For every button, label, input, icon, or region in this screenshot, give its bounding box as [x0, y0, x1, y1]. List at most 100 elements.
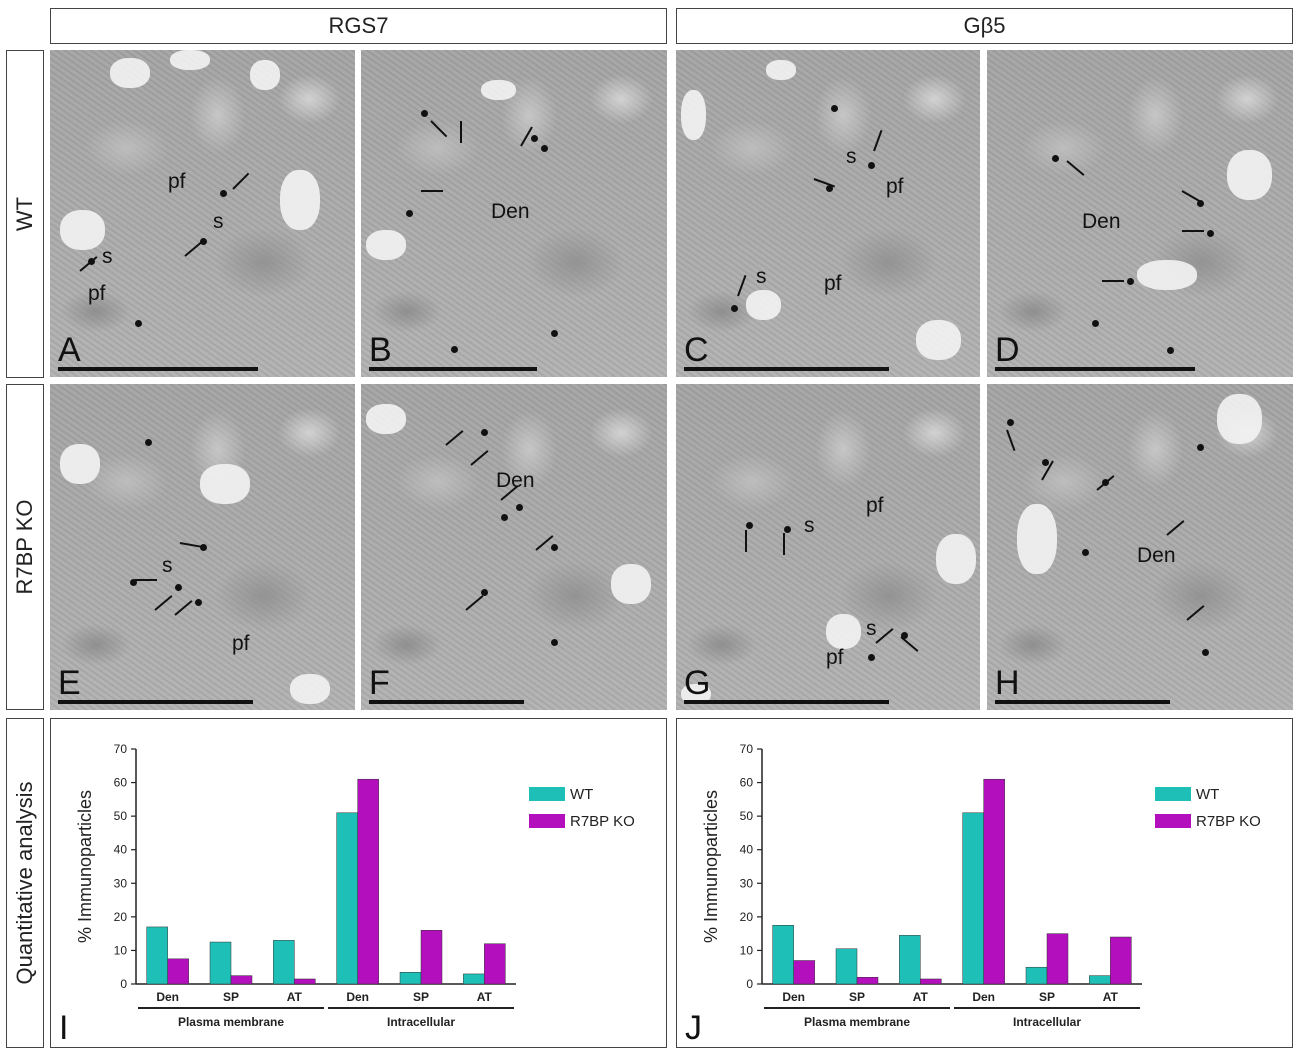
row-label-wt: WT	[6, 50, 44, 378]
scale-bar	[995, 367, 1195, 371]
panel-letter: A	[58, 331, 81, 369]
x-tick-label: SP	[1039, 990, 1055, 1004]
immunogold-particle	[220, 190, 227, 197]
micrograph-vesicle	[746, 290, 781, 320]
immunogold-particle	[501, 514, 508, 521]
y-axis-label: % Immunoparticles	[75, 790, 95, 943]
bar	[273, 940, 295, 985]
x-tick-label: Den	[156, 990, 179, 1004]
micrograph-vesicle	[200, 464, 250, 504]
y-tick-label: 40	[114, 843, 128, 857]
scale-bar	[684, 367, 889, 371]
x-tick-label: Den	[972, 990, 995, 1004]
immunogold-particle	[1052, 155, 1059, 162]
immunogold-particle	[831, 105, 838, 112]
structure-label: s	[804, 514, 815, 537]
immunogold-particle	[1007, 419, 1014, 426]
structure-label: s	[846, 145, 857, 168]
micrograph-vesicle	[366, 404, 406, 434]
y-tick-label: 70	[114, 742, 128, 756]
scale-bar	[58, 700, 253, 704]
micrograph-panel-h: Den H	[987, 384, 1293, 710]
immunogold-particle	[551, 330, 558, 337]
bar	[336, 812, 358, 985]
immunogold-particle	[551, 639, 558, 646]
y-tick-label: 0	[120, 977, 127, 991]
structure-label: s	[756, 265, 767, 288]
bar-chart-j: 0 10 20 30 40 50 60 70 % Immunoparticles Den SP AT D…	[701, 742, 1261, 1029]
immunogold-particle	[200, 238, 207, 245]
micrograph-vesicle	[366, 230, 406, 260]
immunogold-particle	[826, 185, 833, 192]
x-tick-label: AT	[913, 990, 929, 1004]
y-tick-label: 20	[740, 910, 754, 924]
immunogold-particle	[406, 210, 413, 217]
bar	[983, 778, 1005, 985]
y-tick-label: 0	[746, 977, 753, 991]
immunogold-particle	[746, 522, 753, 529]
panel-letter: E	[58, 664, 81, 702]
micrograph-vesicle	[60, 444, 100, 484]
structure-label: s	[162, 554, 173, 577]
structure-label: pf	[826, 646, 844, 669]
micrograph-vesicle	[1217, 394, 1262, 444]
immunogold-particle	[421, 110, 428, 117]
immunogold-particle	[516, 504, 523, 511]
panel-letter-i: I	[59, 1009, 69, 1047]
structure-label: Den	[1082, 210, 1121, 233]
group-label: Plasma membrane	[804, 1015, 910, 1029]
immunogold-particle	[541, 145, 548, 152]
micrograph-panel-a: pf s s pf A	[50, 50, 355, 377]
bar	[1110, 936, 1132, 985]
structure-label: s	[213, 210, 224, 233]
arrow-icon	[783, 533, 785, 555]
y-tick-label: 10	[740, 943, 754, 957]
immunogold-particle	[1127, 278, 1134, 285]
immunogold-particle	[481, 429, 488, 436]
x-tick-label: Den	[782, 990, 805, 1004]
immunogold-particle	[1092, 320, 1099, 327]
immunogold-particle	[451, 346, 458, 353]
arrow-icon	[1182, 230, 1204, 232]
chart-panel-i: 0 10 20 30 40 50 60 70 % Immunoparticles Den SP AT D…	[50, 718, 667, 1048]
y-tick-label: 70	[740, 742, 754, 756]
immunogold-particle	[145, 439, 152, 446]
structure-label: pf	[168, 170, 186, 193]
immunogold-particle	[1197, 444, 1204, 451]
group-label: Intracellular	[387, 1015, 455, 1029]
arrow-icon	[421, 190, 443, 192]
bar	[294, 978, 316, 985]
structure-label: pf	[824, 272, 842, 295]
scale-bar	[684, 700, 889, 704]
micrograph-panel-c: s pf s pf C	[676, 50, 980, 377]
micrograph-vesicle	[110, 58, 150, 88]
micrograph-vesicle	[826, 614, 861, 649]
micrograph-vesicle	[60, 210, 105, 250]
immunogold-particle	[531, 135, 538, 142]
micrograph-panel-e: s pf E	[50, 384, 355, 710]
y-tick-label: 40	[740, 843, 754, 857]
immunogold-particle	[868, 654, 875, 661]
bar	[835, 948, 858, 985]
arrow-icon	[460, 121, 462, 143]
structure-label: pf	[886, 175, 904, 198]
micrograph-vesicle	[170, 50, 210, 70]
structure-label: Den	[496, 469, 535, 492]
arrow-icon	[1102, 280, 1124, 282]
panel-letter: B	[369, 331, 392, 369]
micrograph-vesicle	[766, 60, 796, 80]
bar	[920, 978, 942, 985]
legend-label: WT	[1196, 786, 1219, 803]
structure-label: pf	[88, 282, 106, 305]
scale-bar	[58, 367, 258, 371]
x-tick-label: Den	[346, 990, 369, 1004]
panel-letter: G	[684, 664, 711, 702]
immunogold-particle	[195, 599, 202, 606]
row-label-r7bp-ko: R7BP KO	[6, 384, 44, 710]
group-label: Plasma membrane	[178, 1015, 284, 1029]
legend-label: R7BP KO	[570, 813, 635, 830]
immunogold-particle	[175, 584, 182, 591]
micrograph-vesicle	[681, 684, 711, 704]
legend-label: WT	[570, 786, 593, 803]
immunogold-particle	[1197, 200, 1204, 207]
